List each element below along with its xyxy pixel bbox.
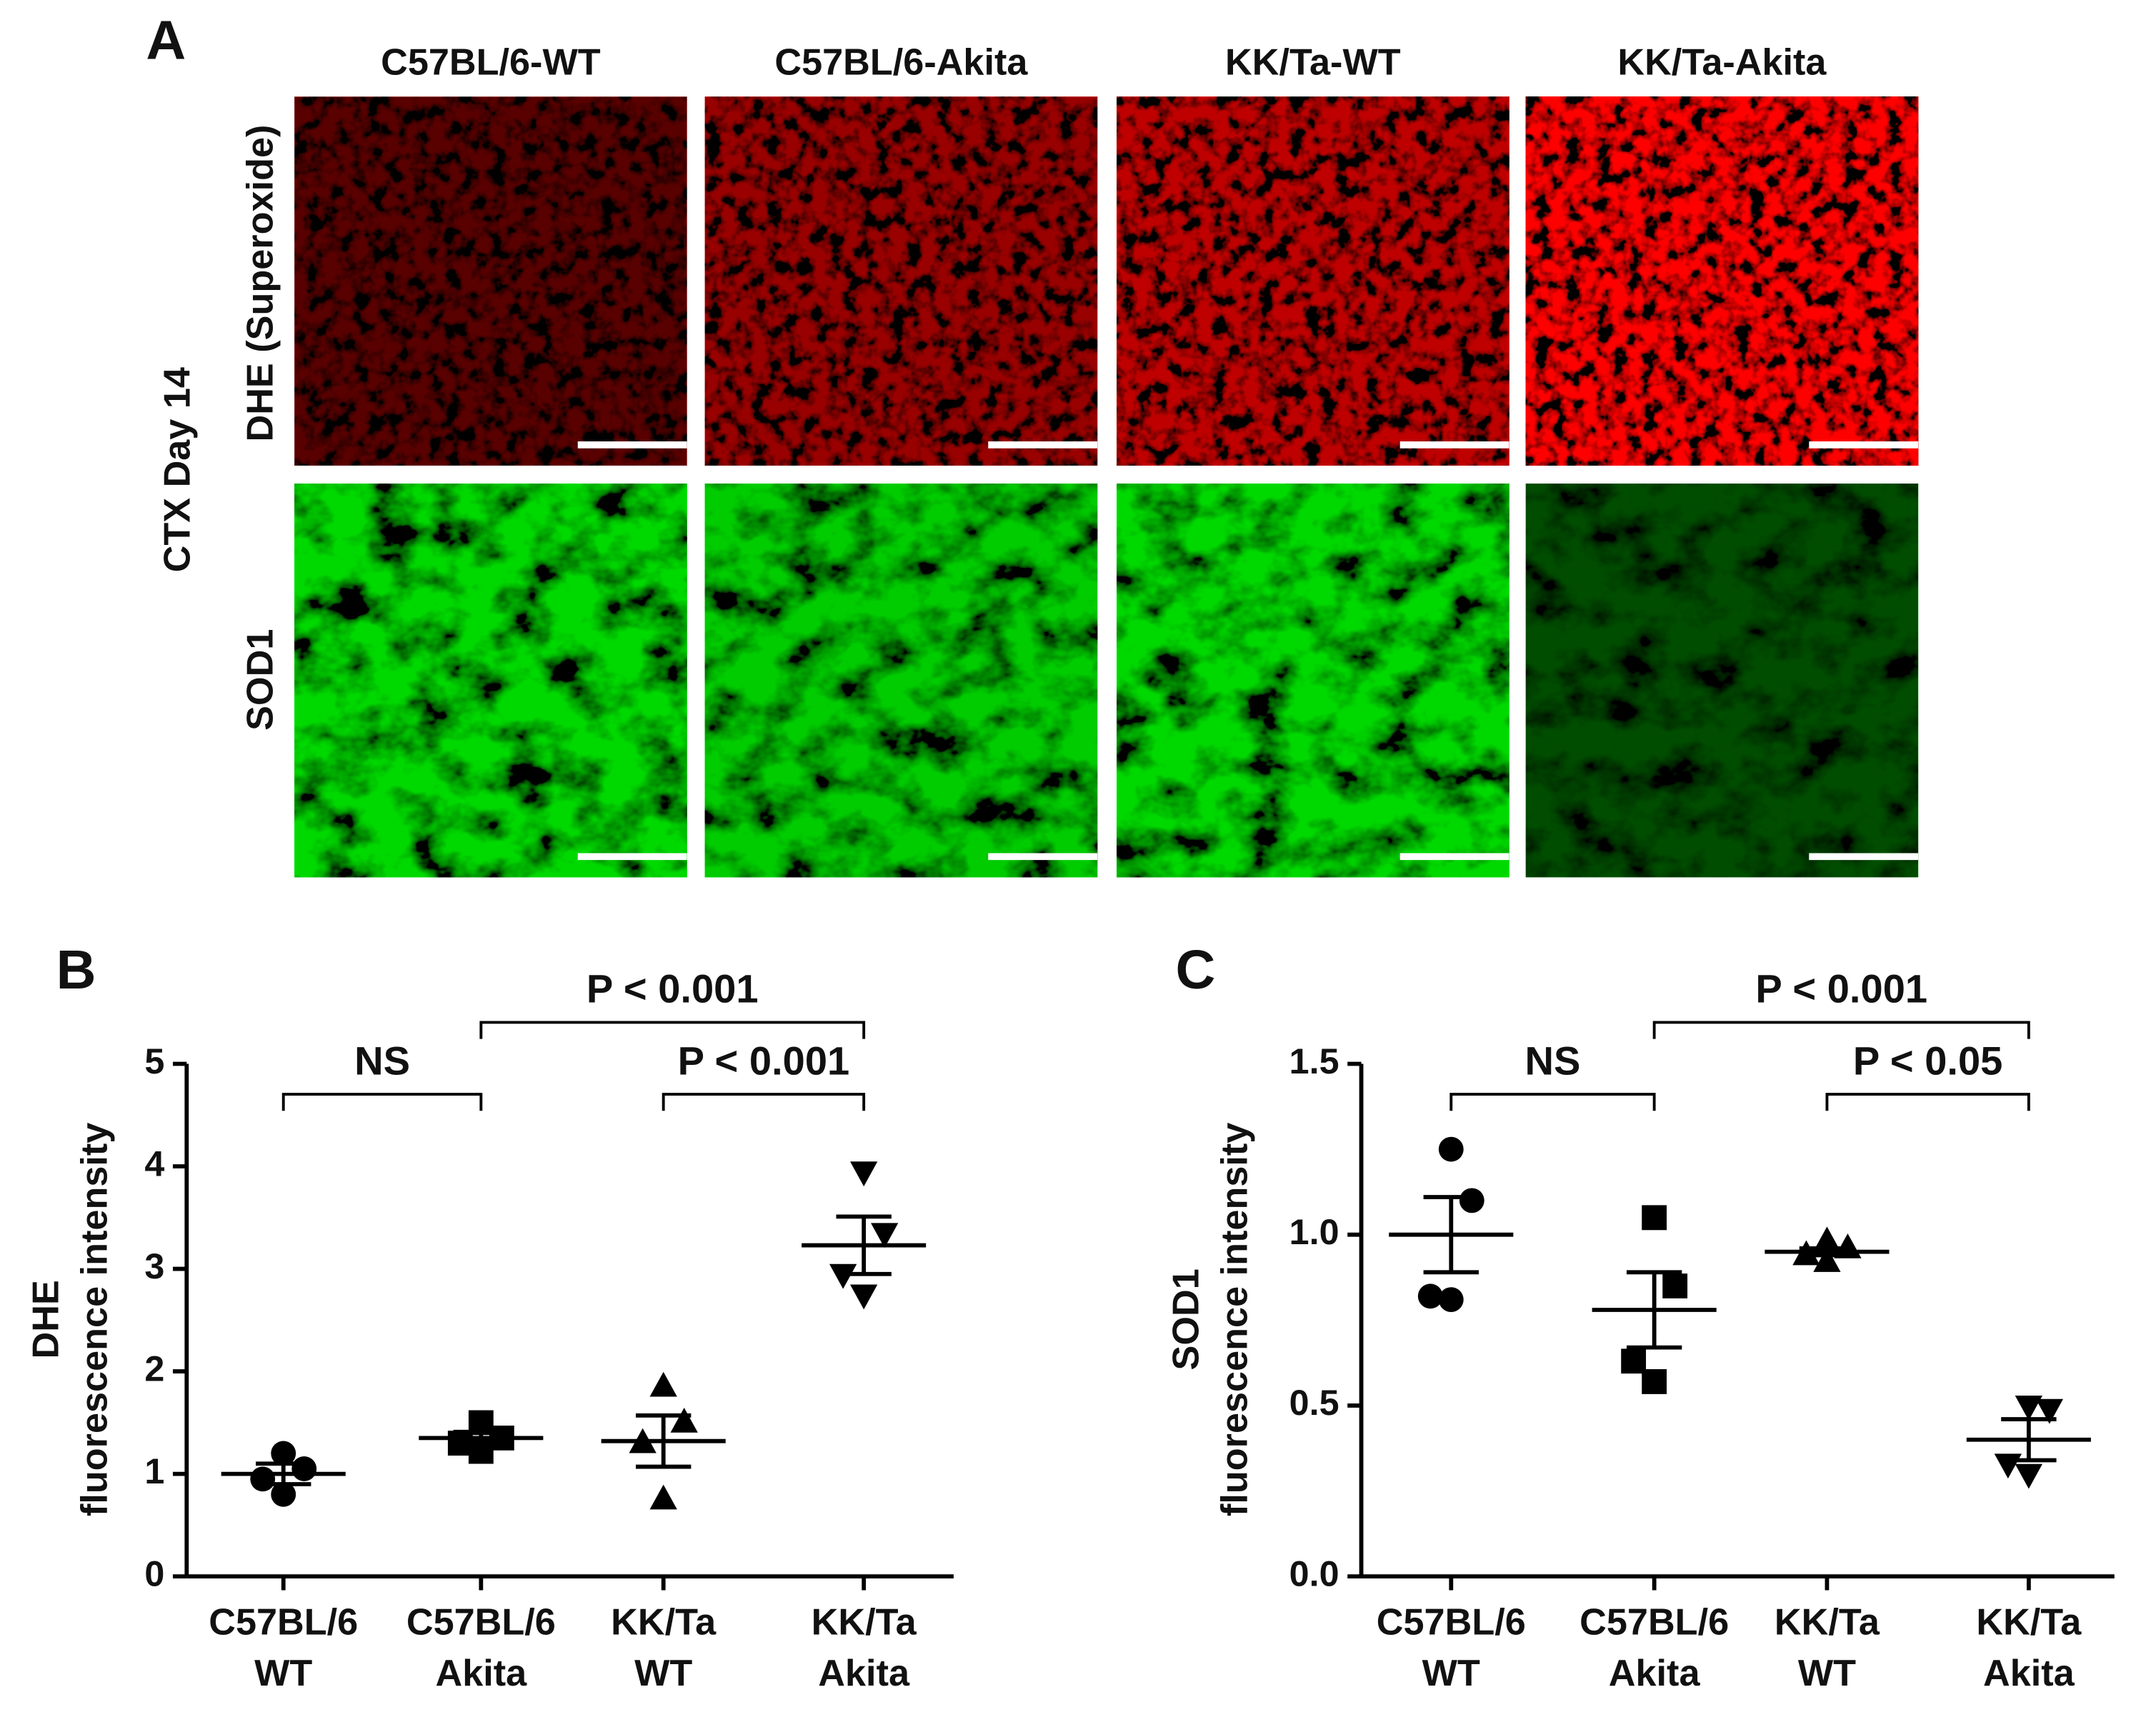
x-tick-label: Akita (1983, 1653, 2075, 1694)
significance-label: NS (1525, 1038, 1581, 1083)
panel-a: A C57BL/6-WT C57BL/6-Akita KK/Ta-WT KK/Ta-Ak… (146, 9, 1919, 878)
data-point (250, 1466, 276, 1492)
significance-label: P < 0.05 (1853, 1038, 2002, 1083)
panel-letter: B (56, 939, 96, 1001)
y-tick-label: 0 (144, 1553, 164, 1593)
x-tick-label: C57BL/6 (1579, 1602, 1729, 1643)
column-header: KK/Ta-Akita (1617, 42, 1827, 84)
side-label: CTX Day 14 (156, 367, 198, 572)
micrograph (1117, 484, 1509, 878)
error-bar (635, 1413, 692, 1469)
error-bar (836, 1214, 892, 1276)
panel-letter: A (146, 9, 186, 71)
data-point (1813, 1247, 1841, 1272)
error-bar (1799, 1246, 1855, 1258)
panel-letter: C (1175, 939, 1215, 1001)
y-axis-label: DHE (26, 1280, 67, 1358)
y-axis-label: SOD1 (1166, 1268, 1207, 1370)
error-bar (1423, 1195, 1479, 1275)
x-tick-label: Akita (818, 1653, 910, 1694)
x-tick-label: KK/Ta (1976, 1602, 2082, 1643)
y-tick-label: 3 (144, 1246, 164, 1286)
significance-bracket (1449, 1093, 1656, 1111)
error-bar (256, 1461, 311, 1486)
data-point (2015, 1396, 2043, 1421)
y-tick-label: 4 (144, 1143, 164, 1183)
y-tick-label: 0.5 (1289, 1382, 1339, 1423)
micrograph (1525, 484, 1919, 878)
significance-label: P < 0.001 (587, 966, 759, 1011)
data-point (1642, 1369, 1667, 1394)
data-point (1417, 1283, 1443, 1309)
y-tick-label: 1 (144, 1451, 164, 1491)
data-point (271, 1441, 296, 1466)
micrograph (1117, 96, 1509, 466)
significance-label: P < 0.001 (1755, 966, 1927, 1011)
y-axis-label: fluorescence intensity (74, 1123, 115, 1516)
x-tick-label: Akita (1609, 1653, 1701, 1694)
y-tick-label: 2 (144, 1348, 164, 1388)
x-tick-label: KK/Ta (812, 1602, 917, 1643)
y-axis-label: fluorescence intensity (1214, 1123, 1255, 1516)
significance-bracket (1825, 1093, 2030, 1111)
data-point (1438, 1287, 1464, 1313)
data-point (1621, 1348, 1647, 1374)
data-point (468, 1410, 494, 1436)
x-tick-label: WT (1422, 1653, 1480, 1694)
micrograph (704, 96, 1098, 466)
data-point (649, 1484, 677, 1510)
column-header: C57BL/6-Akita (774, 42, 1028, 84)
x-tick-label: C57BL/6 (406, 1602, 556, 1643)
x-tick-label: WT (1798, 1653, 1856, 1694)
data-point (871, 1223, 899, 1248)
significance-bracket (281, 1093, 483, 1111)
column-header: C57BL/6-WT (381, 42, 601, 84)
error-bar (1626, 1270, 1682, 1350)
x-tick-label: WT (634, 1653, 692, 1694)
error-bar (2001, 1417, 2057, 1463)
column-header: KK/Ta-WT (1225, 42, 1401, 84)
x-tick-label: C57BL/6 (209, 1602, 358, 1643)
x-tick-label: C57BL/6 (1377, 1602, 1526, 1643)
data-point (1642, 1205, 1667, 1231)
y-tick-label: 0.0 (1289, 1553, 1339, 1593)
x-tick-label: KK/Ta (1775, 1602, 1880, 1643)
data-point (1662, 1273, 1688, 1298)
micrograph (704, 484, 1098, 878)
data-point (850, 1161, 878, 1187)
x-tick-label: Akita (435, 1653, 527, 1694)
data-point (1459, 1188, 1484, 1213)
micrograph (1525, 96, 1919, 466)
data-point (2015, 1463, 2043, 1489)
y-tick-label: 1.5 (1289, 1041, 1339, 1081)
data-point (670, 1407, 698, 1433)
x-tick-label: KK/Ta (611, 1602, 717, 1643)
error-bar (453, 1429, 509, 1446)
data-point (829, 1263, 857, 1289)
significance-label: NS (354, 1038, 410, 1083)
row-label: SOD1 (240, 629, 281, 731)
micrograph (294, 96, 687, 466)
y-tick-label: 1.0 (1289, 1211, 1339, 1252)
data-point (1813, 1226, 1841, 1252)
significance-label: P < 0.001 (678, 1038, 850, 1083)
data-point (649, 1371, 677, 1397)
data-point (2035, 1398, 2064, 1424)
significance-bracket (662, 1093, 866, 1111)
data-point (291, 1456, 317, 1481)
data-point (1438, 1136, 1464, 1162)
significance-bracket (479, 1021, 866, 1039)
micrograph (294, 484, 687, 878)
data-point (850, 1284, 878, 1310)
significance-bracket (1652, 1021, 2030, 1039)
y-tick-label: 5 (144, 1041, 164, 1081)
data-point (271, 1481, 296, 1507)
x-tick-label: WT (254, 1653, 312, 1694)
row-label: DHE (Superoxide) (240, 125, 281, 442)
